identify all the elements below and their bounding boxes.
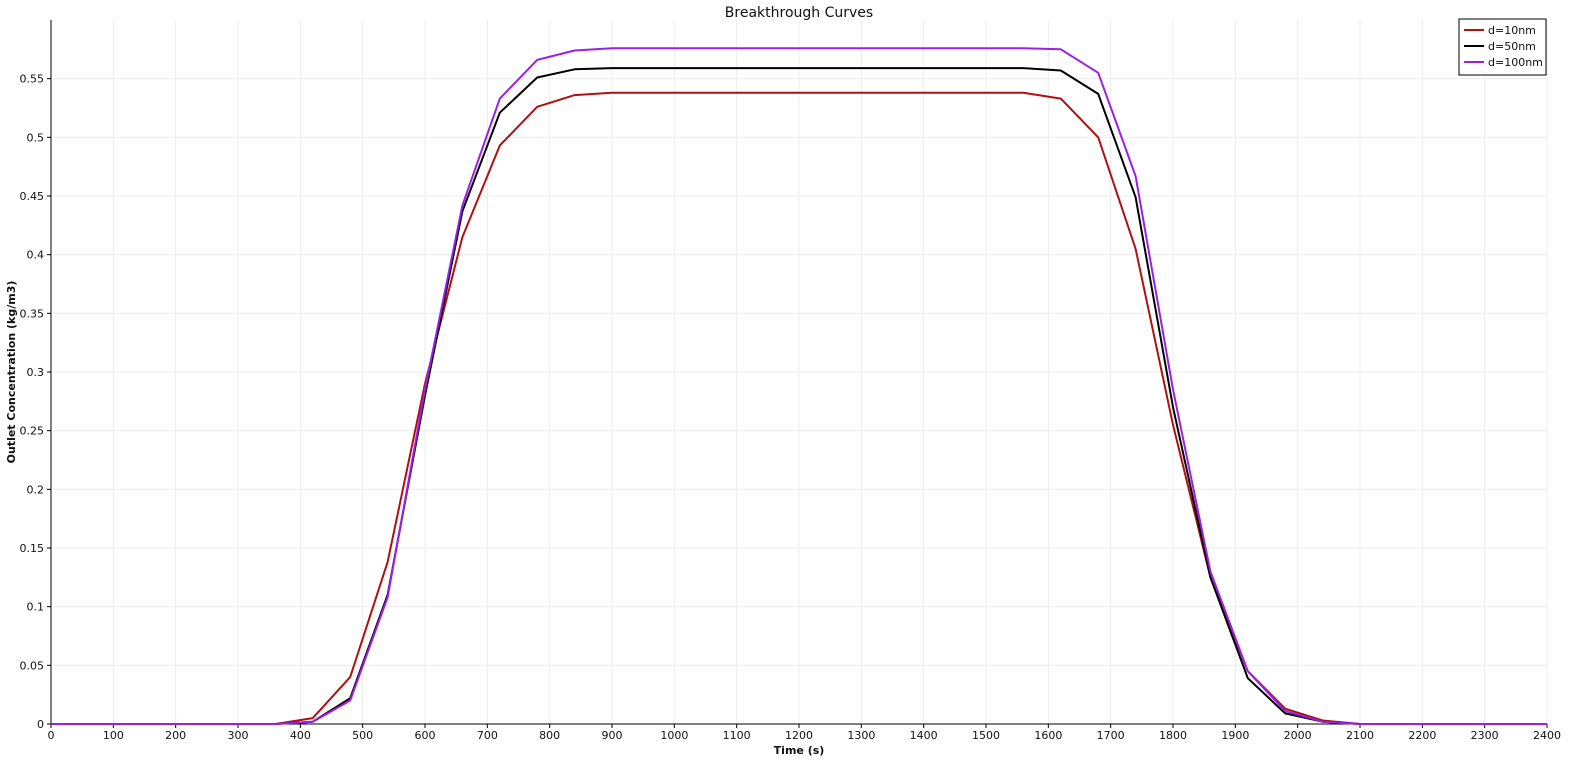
x-tick-label: 0 [48,729,55,742]
x-tick-label: 2300 [1471,729,1499,742]
y-tick-label: 0.15 [20,542,45,555]
y-tick-label: 0.1 [27,601,45,614]
x-tick-label: 1000 [660,729,688,742]
x-tick-label: 2000 [1284,729,1312,742]
x-tick-label: 2100 [1346,729,1374,742]
x-tick-label: 900 [602,729,623,742]
y-tick-label: 0.05 [20,659,45,672]
x-tick-label: 1200 [785,729,813,742]
series-line-3 [51,47,1547,725]
x-tick-label: 700 [477,729,498,742]
y-tick-label: 0.2 [27,483,45,496]
legend: d=10nm d=50nm d=100nm [1458,18,1547,76]
x-tick-label: 2200 [1408,729,1436,742]
x-tick-label: 1800 [1159,729,1187,742]
x-tick-label: 500 [352,729,373,742]
x-tick-label: 1300 [847,729,875,742]
x-tick-label: 200 [165,729,186,742]
x-tick-label: 1500 [972,729,1000,742]
y-tick-label: 0.45 [20,190,45,203]
legend-label: d=50nm [1488,40,1536,53]
series-layer [51,47,1547,725]
grid-layer [50,20,1548,725]
y-tick-label: 0.35 [20,307,45,320]
y-tick-label: 0.25 [20,425,45,438]
x-tick-label: 1700 [1097,729,1125,742]
y-tick-label: 0.55 [20,73,45,86]
x-tick-label: 2400 [1533,729,1561,742]
x-axis-label: Time (s) [774,744,825,757]
x-tick-label: 800 [539,729,560,742]
legend-label: d=10nm [1488,24,1536,37]
y-tick-label: 0.5 [27,131,45,144]
y-tick-label: 0 [37,718,44,731]
x-tick-label: 1100 [723,729,751,742]
x-tick-label: 1600 [1034,729,1062,742]
axes-layer: 0 100 200 300 400 500 600 700 800 900 1000 1100 1200… [20,20,1561,742]
x-tick-label: 1400 [910,729,938,742]
x-tick-label: 600 [415,729,436,742]
x-tick-label: 400 [290,729,311,742]
y-tick-label: 0.4 [27,249,45,262]
x-tick-label: 300 [228,729,249,742]
chart-title: Breakthrough Curves [725,5,873,21]
legend-label: d=100nm [1488,56,1543,69]
x-tick-label: 1900 [1221,729,1249,742]
y-axis-label: Outlet Concentration (kg/m3) [5,281,18,464]
x-tick-label: 100 [103,729,124,742]
y-tick-label: 0.3 [27,366,45,379]
